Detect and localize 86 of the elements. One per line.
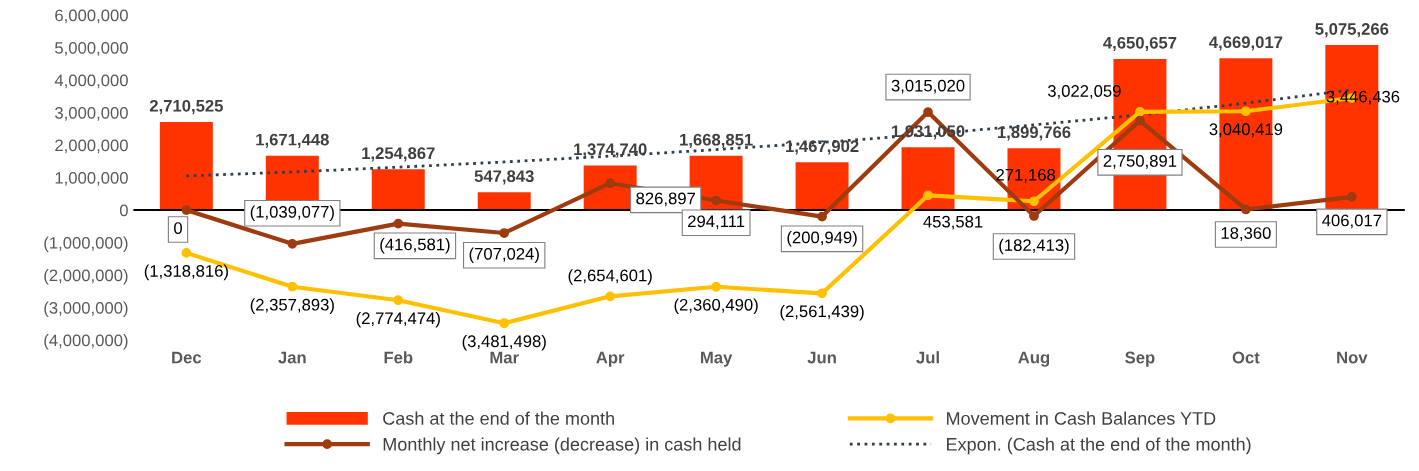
data-label: (2,561,439) bbox=[780, 304, 864, 321]
y-tick-label: 3,000,000 bbox=[55, 106, 128, 121]
x-tick-label: Sep bbox=[1125, 351, 1155, 367]
data-label: 18,360 bbox=[1221, 227, 1271, 241]
data-label: (416,581) bbox=[380, 238, 450, 254]
x-tick-label: Jun bbox=[807, 351, 836, 364]
legend-label: Movement in Cash Balances YTD bbox=[947, 411, 1216, 425]
y-tick-label: 1,000,000 bbox=[55, 171, 128, 186]
point bbox=[1029, 196, 1039, 207]
data-label: 1,374,740 bbox=[574, 143, 647, 158]
y-tick-label: 2,000,000 bbox=[55, 139, 128, 154]
y-tick-label: 0 bbox=[119, 204, 128, 217]
point bbox=[817, 211, 827, 222]
bar bbox=[477, 192, 531, 211]
x-tick-label: Mar bbox=[490, 351, 519, 364]
data-label: 406,017 bbox=[1322, 214, 1382, 229]
y-tick-label: 4,000,000 bbox=[54, 74, 128, 89]
data-label: (2,357,893) bbox=[250, 298, 334, 314]
data-label: 1,668,851 bbox=[680, 133, 753, 149]
point bbox=[1029, 211, 1039, 221]
point bbox=[1346, 192, 1357, 202]
x-tick-label: Jul bbox=[916, 351, 939, 364]
point bbox=[1135, 106, 1145, 117]
data-label: 1,254,867 bbox=[362, 147, 435, 162]
point bbox=[1241, 204, 1251, 215]
x-tick-label: May bbox=[701, 351, 733, 367]
data-label: 1,899,766 bbox=[997, 126, 1071, 141]
data-label: (1,318,816) bbox=[144, 264, 228, 281]
point bbox=[711, 195, 721, 206]
data-label: (2,774,474) bbox=[356, 311, 440, 328]
data-label: (3,481,498) bbox=[462, 334, 546, 351]
data-label: (182,413) bbox=[999, 238, 1069, 255]
y-tick-label: 5,000,000 bbox=[55, 41, 128, 56]
data-label: 2,750,891 bbox=[1103, 155, 1177, 169]
data-label: 3,015,020 bbox=[891, 79, 965, 94]
point bbox=[499, 318, 510, 329]
x-tick-label: Aug bbox=[1018, 351, 1050, 367]
point bbox=[605, 178, 616, 189]
point bbox=[923, 107, 933, 117]
y-tick-label: (4,000,000) bbox=[44, 334, 128, 350]
point bbox=[605, 291, 616, 302]
data-label: (2,360,490) bbox=[674, 298, 758, 314]
point bbox=[181, 248, 192, 258]
point bbox=[499, 228, 510, 238]
data-label: 0 bbox=[174, 222, 183, 234]
point bbox=[393, 295, 404, 306]
bar bbox=[159, 121, 213, 211]
data-label: 4,650,657 bbox=[1103, 36, 1177, 52]
point bbox=[1135, 115, 1145, 126]
data-label: 2,710,525 bbox=[149, 99, 223, 115]
point bbox=[287, 238, 298, 249]
legend-label: Expon. (Cash at the end of the month) bbox=[947, 437, 1251, 455]
data-label: 294,111 bbox=[688, 215, 745, 230]
y-tick-label: (2,000,000) bbox=[44, 269, 128, 285]
legend-label: Monthly net increase (decrease) in cash held bbox=[383, 437, 741, 455]
y-tick-label: 6,000,000 bbox=[55, 9, 128, 24]
point bbox=[287, 281, 298, 292]
y-tick-label: (3,000,000) bbox=[44, 301, 128, 318]
legend-label: Cash at the end of the month bbox=[383, 411, 614, 425]
point bbox=[923, 190, 933, 201]
bar bbox=[795, 162, 849, 211]
data-label: 4,669,017 bbox=[1209, 36, 1283, 51]
point bbox=[181, 205, 192, 215]
bar bbox=[371, 169, 425, 211]
y-tick-label: (1,000,000) bbox=[44, 236, 128, 253]
data-label: 453,581 bbox=[923, 215, 983, 230]
x-tick-label: Dec bbox=[172, 351, 202, 364]
data-label: (707,024) bbox=[469, 247, 539, 264]
data-label: 5,075,266 bbox=[1315, 23, 1389, 38]
x-tick-label: Feb bbox=[384, 351, 413, 364]
data-label: 547,843 bbox=[474, 170, 534, 185]
point bbox=[393, 218, 404, 229]
data-label: (1,039,077) bbox=[250, 205, 334, 222]
point bbox=[817, 288, 827, 299]
data-label: 1,467,902 bbox=[786, 140, 859, 155]
data-label: (2,654,601) bbox=[568, 269, 652, 285]
data-label: 826,897 bbox=[636, 192, 696, 207]
x-tick-label: Nov bbox=[1337, 351, 1368, 364]
x-tick-label: Oct bbox=[1232, 351, 1260, 364]
data-label: 1,671,448 bbox=[256, 133, 329, 148]
bar bbox=[901, 147, 955, 211]
point bbox=[1241, 106, 1251, 117]
point bbox=[711, 281, 721, 292]
x-tick-label: Apr bbox=[596, 351, 625, 367]
data-label: (200,949) bbox=[787, 231, 857, 247]
x-tick-label: Jan bbox=[278, 351, 306, 364]
